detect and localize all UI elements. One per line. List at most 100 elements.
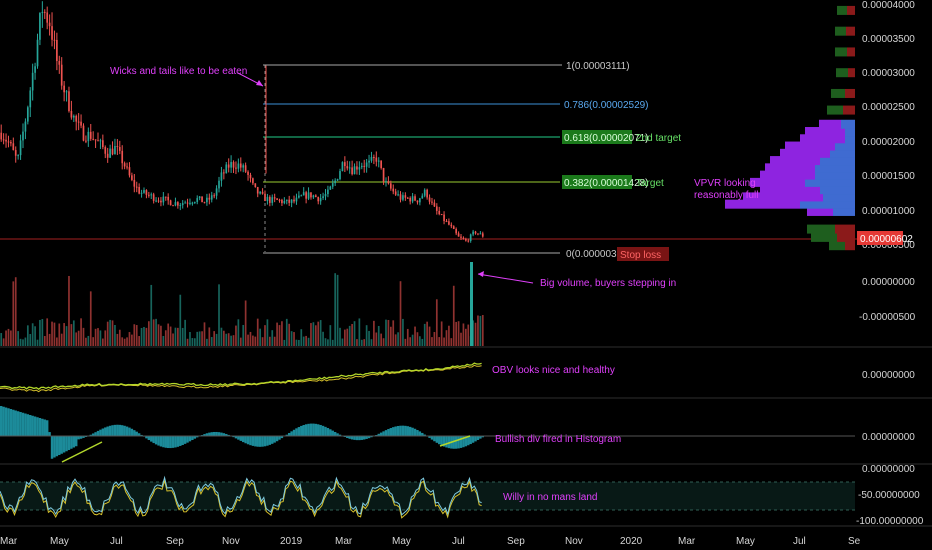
volume-bar [276,322,278,346]
target-label: Target [636,178,664,189]
volume-profile[interactable] [725,5,855,251]
volume-bar [12,281,15,346]
macd-hist-bar [48,432,51,436]
volume-bar [348,325,351,346]
volume-bar [206,338,208,346]
candle-body [220,172,223,181]
macd-hist-bar [379,432,383,436]
candle-body [479,233,482,235]
volume-bar [157,324,160,346]
candle-body [138,186,140,194]
macd-hist-bar [152,436,155,444]
macd-hist-bar [157,436,160,446]
candle-body [51,26,53,40]
volume-tick: 0.00000000 [862,277,915,288]
candle-body [389,183,392,189]
volume-bar [14,277,17,346]
volume-bar [411,334,414,346]
volume-bar [465,328,467,346]
volume-bar [341,338,344,346]
vpvr-bar-sell [848,68,855,78]
macd-hist-bar [50,436,54,459]
volume-bar [140,327,143,346]
macd-hist-bar [162,436,165,448]
macd-hist-bar [45,420,49,436]
volume-bar [106,321,109,346]
candle-body [68,91,70,112]
annotation-volume-arrowhead [478,271,484,277]
vpvr-bar-up [815,170,855,180]
candle-body [121,150,124,164]
vpvr-bar-buy [837,5,847,15]
macd-hist-bar [474,436,477,442]
candle-body [152,194,155,201]
vpvr-bar-buy [835,47,847,57]
volume-bar [0,333,3,346]
volume-bar [293,332,295,346]
volume-bar [302,336,305,346]
candle-body [298,195,300,198]
candle-body [445,221,448,223]
candle-body [162,196,165,203]
macd-hist-bar [254,436,257,447]
candle-body [160,200,162,203]
volume-bar [312,322,315,346]
time-tick: May [392,536,411,547]
macd-hist-bar [227,434,230,436]
volume-bar [435,299,438,346]
candles[interactable] [0,1,484,243]
macd-hist-bar [205,433,209,436]
candle-body [140,192,143,194]
macd-hist-bar [256,436,259,447]
candle-body [421,195,424,199]
volume-bar [5,330,7,346]
candle-body [94,139,97,141]
price-axis[interactable]: 0.00004000 0.00003500 0.00003000 0.00002… [857,0,915,251]
obv-line [0,362,482,390]
candle-body [295,197,298,202]
candle-body [215,188,218,196]
volume-bar [298,339,300,346]
macd-hist-bar [193,436,197,439]
macd-hist-bar [312,423,315,436]
fibonacci-retracement[interactable]: 1(0.00003111) 0.786(0.00002529) 0.618(0.… [263,61,681,261]
obv-tick: 0.00000000 [862,370,915,381]
volume-bar [375,332,378,346]
macd-hist-bar [53,436,56,458]
volume-bar [39,319,41,346]
macd-hist-bar [326,428,330,436]
candle-body [300,195,303,197]
macd-hist-bar [21,412,25,436]
candle-body [356,166,358,170]
candle-body [206,197,208,203]
macd-hist-bar [196,436,199,438]
volume-bar [358,318,361,346]
candle-body [477,233,479,235]
willr-signal-line [0,478,482,519]
candle-body [462,237,465,240]
candle-body [460,236,462,238]
willr-tick: -100.00000000 [856,516,924,527]
candle-body [155,200,157,202]
macd-hist-bar [154,436,158,445]
macd-hist-bar [208,432,211,436]
candle-body [65,91,68,93]
last-price-badge [857,231,903,245]
macd-hist-bar [113,424,117,436]
volume-bar [397,332,399,346]
candle-body [319,198,322,202]
vpvr-bar-up [815,163,855,173]
volume-bar [58,323,61,346]
candle-body [172,205,174,207]
macd-hist-bar [295,428,298,436]
macd-hist-bar [36,417,39,436]
time-axis[interactable]: Mar May Jul Sep Nov 2019 Mar May Jul Sep… [0,536,861,547]
volume-bar [433,332,436,346]
macd-hist-bar [377,433,380,436]
candle-body [353,166,356,175]
macd-hist-bar [72,436,76,448]
volume-bar [36,339,39,346]
vpvr-bar-up [841,119,855,129]
macd-hist-bar [280,436,284,439]
